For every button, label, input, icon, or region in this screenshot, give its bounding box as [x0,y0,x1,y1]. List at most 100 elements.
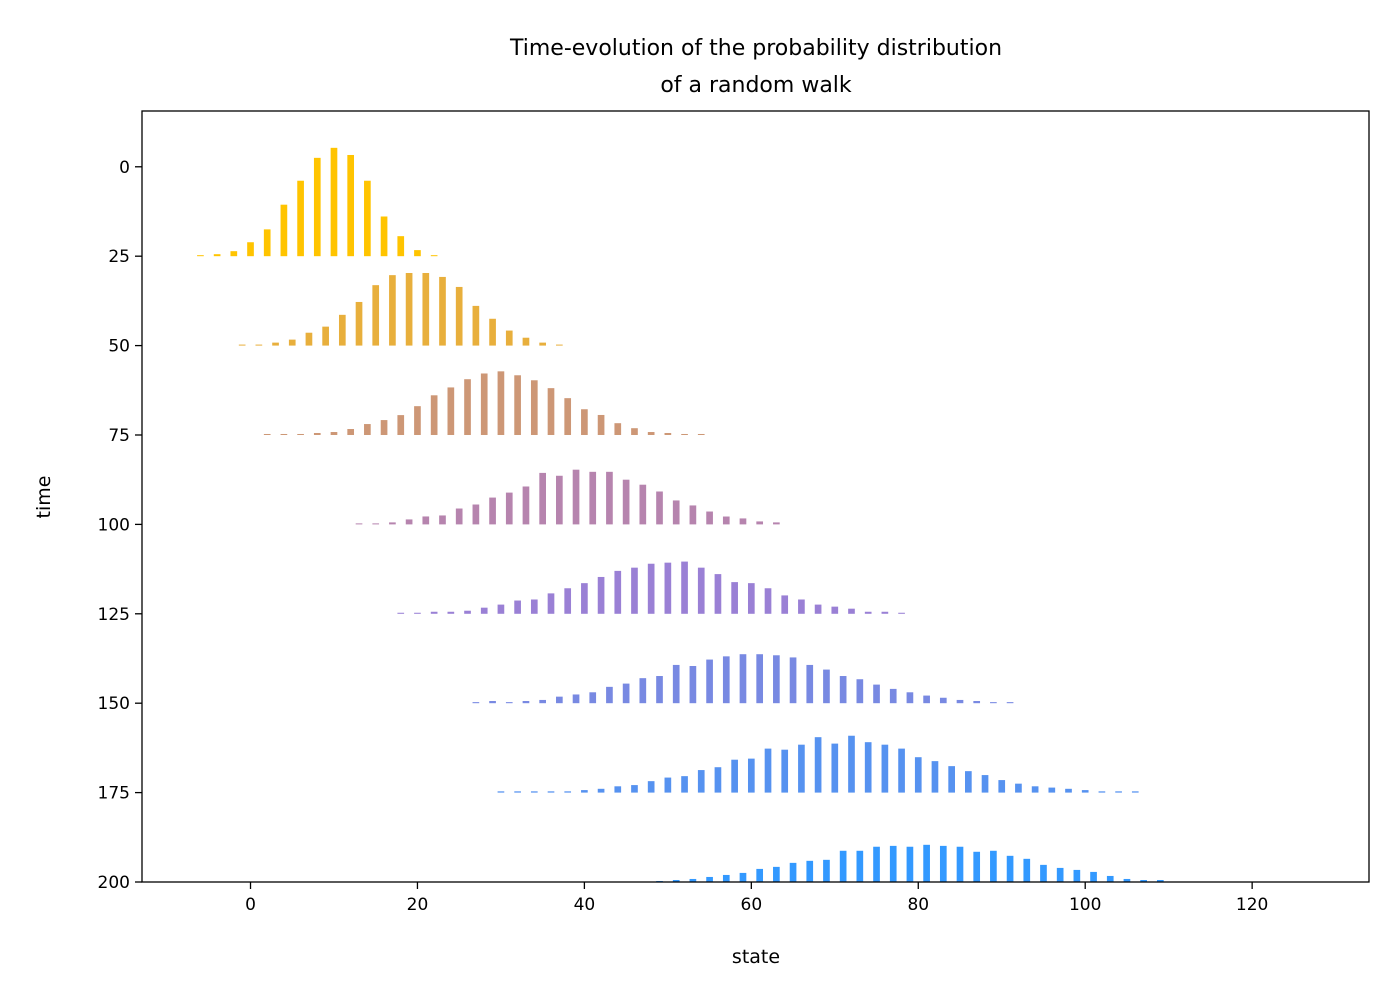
bar [547,791,555,793]
y-tick-label: 0 [119,158,130,178]
bar [773,866,780,882]
bar [347,154,355,257]
bar [455,508,463,525]
bar [722,516,730,525]
bar [581,583,588,614]
bar [414,406,421,435]
bar [614,423,622,435]
bar [923,844,930,882]
bar [1156,879,1164,882]
bar [739,518,747,525]
bar [706,511,713,525]
bar [297,433,304,435]
bar [1056,867,1064,882]
bar [347,429,355,435]
bar [305,332,313,346]
bar [238,344,246,346]
x-tick-label: 20 [407,895,429,915]
bar [697,567,705,614]
y-tick-label: 100 [98,515,130,535]
bar [547,593,555,614]
bar [864,742,872,793]
bar [956,699,964,704]
bar [881,611,889,614]
bar [480,373,488,435]
bar [430,255,438,257]
bar [706,876,713,882]
bar [1015,783,1022,793]
bar [756,521,764,525]
bar [1048,787,1056,793]
bar [789,862,797,882]
bar [522,337,530,346]
y-tick-label: 200 [98,873,130,893]
bar [773,522,780,525]
distribution-t150 [472,654,1014,704]
bar [789,657,797,704]
bar [864,611,872,614]
chart-title-line-1: Time-evolution of the probability distri… [509,36,1002,61]
bar [722,874,730,882]
bar [747,583,755,614]
bar [647,432,655,435]
bar [614,786,622,793]
bar [522,486,530,525]
y-tick-label: 175 [98,784,130,804]
bar [255,344,263,346]
bar [697,770,705,793]
bar [747,758,755,793]
bar [397,236,405,257]
x-tick-label: 100 [1069,895,1101,915]
bar [497,791,505,793]
bar [939,845,947,882]
bar [597,788,605,793]
bar [1006,702,1014,704]
bar [622,683,630,704]
bar [564,398,572,435]
bar [998,780,1006,793]
bar [664,562,672,614]
bar [681,561,688,614]
bar [213,254,221,257]
bar [990,702,997,704]
bar [272,342,279,346]
bar [781,595,789,614]
bar [572,694,580,704]
bar [372,285,380,346]
bar [514,791,521,793]
bar [764,748,772,793]
bar [372,523,380,525]
bar [322,326,329,346]
bar [689,666,697,704]
bar [464,379,471,435]
bar [973,851,981,882]
bar [397,612,405,614]
bar [773,655,780,704]
bar [430,611,438,614]
bar [422,272,430,346]
distribution-t75 [263,371,705,435]
bar [664,432,672,435]
bar [489,497,496,525]
bar [906,692,914,704]
bar [990,850,997,882]
bar [572,469,580,525]
bar [263,229,271,257]
bar [965,771,972,793]
bar [197,255,204,257]
x-tick-label: 80 [907,895,929,915]
bar [497,604,505,614]
bar [1023,858,1031,882]
bar [647,781,655,793]
bar [814,737,822,793]
bar [714,767,722,793]
bar [631,785,638,793]
distribution-t25 [197,147,438,257]
bars-group [197,147,1164,882]
bar [898,748,905,793]
bar [447,387,455,435]
bar [656,491,663,525]
bar [472,702,480,704]
x-axis-label: state [732,946,780,968]
